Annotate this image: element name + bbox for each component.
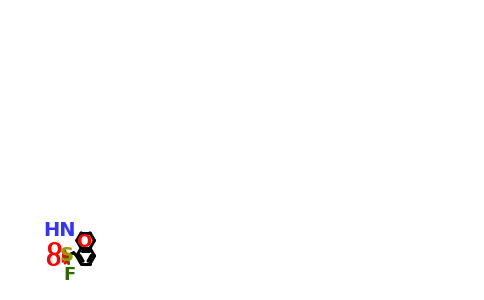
Text: F: F [63,266,76,284]
Text: O: O [46,241,62,259]
Text: HN: HN [44,221,76,240]
Text: O: O [45,252,60,270]
Text: O: O [76,233,91,251]
Text: S: S [60,246,74,265]
